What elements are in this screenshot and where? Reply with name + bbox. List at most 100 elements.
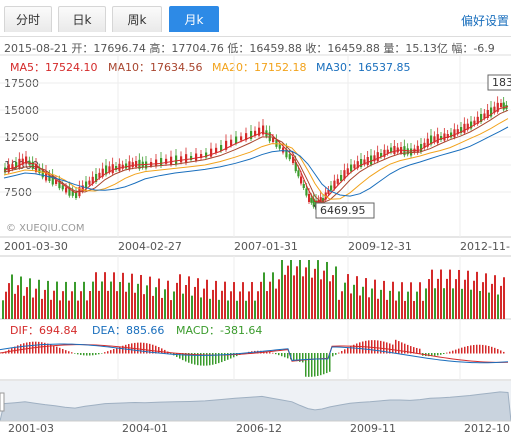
macd-histogram-bar bbox=[494, 347, 496, 354]
volume-bar bbox=[176, 282, 178, 319]
volume-bar bbox=[32, 297, 34, 319]
macd-histogram-bar bbox=[320, 353, 322, 376]
macd-histogram-bar bbox=[101, 353, 103, 354]
volume-bar bbox=[446, 278, 448, 319]
macd-histogram-bar bbox=[350, 346, 352, 354]
macd-histogram-bar bbox=[359, 342, 361, 354]
volume-bar bbox=[254, 300, 256, 319]
candle-body bbox=[160, 158, 163, 166]
macd-histogram-bar bbox=[161, 348, 163, 354]
volume-bar bbox=[308, 260, 310, 319]
candle-body bbox=[380, 153, 383, 157]
ohlc-info-line: 2015-08-21 开：17696.74 高：17704.76 低：16459… bbox=[4, 42, 495, 55]
candle-body bbox=[436, 134, 439, 144]
volume-bar bbox=[50, 299, 52, 319]
high-marker-label: 183 bbox=[492, 76, 511, 89]
macd-histogram-bar bbox=[329, 353, 331, 372]
tab-daily-k[interactable]: 日k bbox=[58, 6, 106, 32]
macd-histogram-bar bbox=[416, 347, 418, 354]
volume-bar bbox=[203, 288, 205, 319]
volume-bar bbox=[188, 276, 190, 319]
candle-body bbox=[406, 148, 409, 155]
macd-histogram-bar bbox=[47, 343, 49, 354]
macd-histogram-bar bbox=[200, 353, 202, 366]
macd-histogram-bar bbox=[398, 341, 400, 354]
candle-body bbox=[500, 103, 503, 107]
macd-histogram-bar bbox=[113, 348, 115, 354]
candle-body bbox=[68, 187, 71, 196]
volume-bar bbox=[374, 279, 376, 319]
macd-histogram-bar bbox=[26, 342, 28, 354]
volume-bar bbox=[65, 281, 67, 319]
macd-histogram-bar bbox=[119, 346, 121, 354]
candle-body bbox=[294, 162, 297, 172]
macd-histogram-bar bbox=[158, 347, 160, 354]
volume-bar bbox=[98, 290, 100, 319]
candle-body bbox=[15, 162, 18, 168]
volume-bar bbox=[320, 279, 322, 319]
macd-histogram-bar bbox=[407, 344, 409, 354]
volume-bar bbox=[305, 267, 307, 319]
candle-body bbox=[336, 178, 339, 184]
tab-monthly-k[interactable]: 月k bbox=[169, 6, 219, 32]
tab-intraday[interactable]: 分时 bbox=[4, 6, 52, 32]
preferences-link[interactable]: 偏好设置 bbox=[460, 14, 509, 28]
nav-date-4: 2009-11 bbox=[350, 422, 396, 435]
volume-bar bbox=[269, 281, 271, 319]
candle-body bbox=[75, 192, 78, 198]
volume-bar bbox=[29, 278, 31, 319]
volume-bar bbox=[2, 300, 4, 319]
volume-bar bbox=[191, 295, 193, 319]
candle-body bbox=[310, 197, 313, 203]
macd-histogram-bar bbox=[20, 344, 22, 354]
macd-histogram-bar bbox=[314, 353, 316, 377]
volume-bar bbox=[164, 289, 166, 319]
volume-bar bbox=[404, 300, 406, 319]
macd-histogram-bar bbox=[215, 353, 217, 365]
tab-weekly-k[interactable]: 周k bbox=[112, 6, 162, 32]
candle-body bbox=[240, 136, 243, 141]
candle-body bbox=[466, 123, 469, 130]
candle-body bbox=[450, 132, 453, 138]
volume-bar bbox=[209, 298, 211, 319]
candle-body bbox=[18, 158, 21, 168]
candle-body bbox=[356, 161, 359, 169]
navigator-handle-left[interactable] bbox=[0, 392, 5, 412]
macd-histogram-bar bbox=[206, 353, 208, 366]
macd-histogram-bar bbox=[152, 344, 154, 354]
volume-bar bbox=[59, 300, 61, 319]
volume-bar bbox=[293, 275, 295, 319]
volume-bar bbox=[149, 276, 151, 319]
volume-bar bbox=[230, 291, 232, 319]
macd-histogram-bar bbox=[65, 350, 67, 354]
dea-value: DEA：885.66 bbox=[92, 324, 165, 337]
candle-body bbox=[480, 114, 483, 122]
candle-body bbox=[340, 175, 343, 181]
candle-body bbox=[58, 181, 61, 189]
volume-bar bbox=[77, 300, 79, 319]
volume-bar bbox=[362, 286, 364, 319]
candle-body bbox=[473, 120, 476, 125]
macd-histogram-bar bbox=[44, 342, 46, 354]
dif-value: DIF：694.84 bbox=[10, 324, 78, 337]
candle-body bbox=[125, 163, 128, 169]
ma30-line bbox=[3, 126, 509, 197]
volume-bar bbox=[197, 278, 199, 319]
macd-histogram-bar bbox=[185, 353, 187, 362]
macd-histogram-bar bbox=[503, 351, 505, 354]
volume-bar bbox=[485, 273, 487, 319]
macd-histogram-bar bbox=[500, 350, 502, 354]
macd-histogram-bar bbox=[308, 353, 310, 377]
volume-bar bbox=[467, 270, 469, 319]
volume-bar bbox=[386, 299, 388, 319]
volume-bar bbox=[257, 291, 259, 319]
candle-body bbox=[145, 161, 148, 169]
volume-bar bbox=[239, 291, 241, 319]
macd-histogram-bar bbox=[395, 339, 397, 354]
volume-bar bbox=[17, 285, 19, 319]
volume-bar bbox=[155, 287, 157, 319]
macd-histogram-bar bbox=[71, 352, 73, 354]
candle-body bbox=[185, 154, 188, 164]
macd-histogram-bar bbox=[497, 349, 499, 354]
candle-body bbox=[302, 184, 305, 188]
